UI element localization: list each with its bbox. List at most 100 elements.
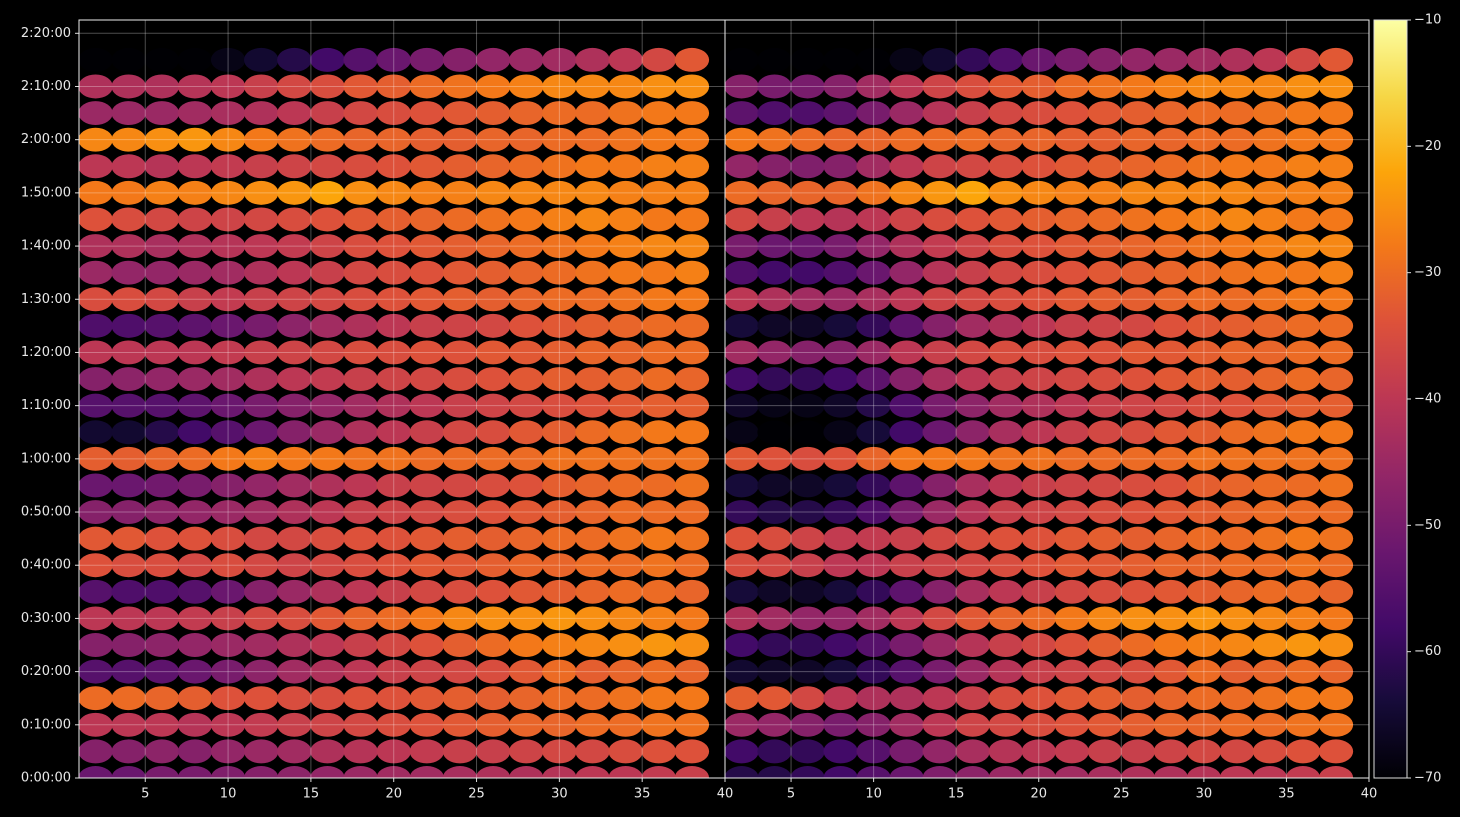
- heatmap-cell: [376, 553, 411, 578]
- heatmap-cell: [542, 207, 577, 232]
- heatmap-cell: [542, 500, 577, 525]
- heatmap-cell: [542, 180, 577, 205]
- heatmap-cell: [1087, 367, 1122, 392]
- heatmap-cell: [243, 473, 279, 498]
- heatmap-cell: [376, 101, 411, 126]
- heatmap-cell: [608, 154, 643, 179]
- heatmap-cell: [575, 287, 610, 312]
- heatmap-cell: [1219, 659, 1255, 684]
- heatmap-cell: [277, 393, 312, 418]
- heatmap-cell: [1186, 234, 1222, 259]
- heatmap-cell: [79, 686, 113, 711]
- x-tick-label: 5: [141, 787, 149, 802]
- heatmap-cell: [243, 766, 279, 778]
- heatmap-cell: [177, 234, 213, 259]
- heatmap-cell: [1153, 500, 1189, 525]
- heatmap-cell: [310, 473, 345, 498]
- heatmap-cell: [1252, 606, 1288, 631]
- heatmap-cell: [409, 47, 445, 72]
- heatmap-cell: [856, 313, 891, 338]
- heatmap-cell: [79, 207, 113, 232]
- colorbar-tick-label: −70: [1414, 771, 1441, 786]
- heatmap-cell: [1285, 579, 1321, 604]
- heatmap-cell: [277, 766, 312, 778]
- heatmap-cell: [79, 260, 113, 285]
- heatmap-cell: [674, 287, 710, 312]
- y-tick-label: 2:00:00: [21, 132, 71, 147]
- heatmap-cell: [889, 420, 924, 445]
- heatmap-cell: [1186, 446, 1222, 471]
- heatmap-cell: [144, 313, 180, 338]
- heatmap-cell: [823, 659, 858, 684]
- heatmap-cell: [1318, 712, 1354, 737]
- heatmap-cell: [111, 340, 146, 365]
- heatmap-cell: [509, 127, 544, 152]
- heatmap-cell: [608, 313, 643, 338]
- heatmap-cell: [343, 686, 378, 711]
- colorbar-tick-label: −20: [1414, 139, 1441, 154]
- heatmap-cell: [243, 340, 279, 365]
- heatmap-cell: [376, 420, 411, 445]
- heatmap-cell: [988, 74, 1023, 99]
- heatmap-cell: [475, 633, 511, 657]
- colorbar-tick-label: −60: [1414, 644, 1441, 659]
- heatmap-cell: [1021, 420, 1056, 445]
- heatmap-cell: [988, 686, 1023, 711]
- heatmap-cell: [790, 473, 825, 498]
- heatmap-cell: [641, 420, 676, 445]
- heatmap-cell: [243, 207, 279, 232]
- heatmap-cell: [1318, 207, 1354, 232]
- heatmap-cell: [475, 367, 511, 392]
- heatmap-cell: [1285, 712, 1321, 737]
- heatmap-cell: [1186, 739, 1222, 764]
- heatmap-cell: [608, 712, 643, 737]
- heatmap-cell: [210, 180, 246, 205]
- y-tick-label: 0:00:00: [21, 771, 71, 786]
- heatmap-cell: [955, 712, 990, 737]
- heatmap-cell: [210, 712, 246, 737]
- heatmap-cell: [790, 313, 825, 338]
- heatmap-cell: [1186, 579, 1222, 604]
- heatmap-cell: [542, 526, 577, 551]
- heatmap-cell: [674, 739, 710, 764]
- heatmap-cell: [277, 313, 312, 338]
- heatmap-cell: [757, 180, 792, 205]
- heatmap-cell: [1252, 659, 1288, 684]
- heatmap-cell: [1285, 553, 1321, 578]
- heatmap-cell: [1021, 340, 1056, 365]
- heatmap-cell: [856, 579, 891, 604]
- heatmap-cell: [1054, 766, 1089, 778]
- heatmap-cell: [1252, 712, 1288, 737]
- heatmap-cell: [641, 766, 676, 778]
- heatmap-cell: [111, 420, 146, 445]
- heatmap-cell: [641, 473, 676, 498]
- heatmap-cell: [1087, 340, 1122, 365]
- heatmap-cell: [177, 766, 213, 778]
- heatmap-cell: [889, 313, 924, 338]
- heatmap-cell: [575, 207, 610, 232]
- heatmap-cell: [210, 367, 246, 392]
- heatmap-cell: [542, 234, 577, 259]
- heatmap-cell: [277, 420, 312, 445]
- heatmap-cell: [210, 766, 246, 778]
- heatmap-cell: [955, 766, 990, 778]
- heatmap-cell: [856, 101, 891, 126]
- heatmap-cell: [757, 313, 792, 338]
- heatmap-cell: [757, 420, 792, 445]
- heatmap-cell: [889, 287, 924, 312]
- heatmap-cell: [725, 127, 759, 152]
- heatmap-cell: [1120, 659, 1155, 684]
- heatmap-cell: [1153, 712, 1189, 737]
- heatmap-cell: [1219, 686, 1255, 711]
- heatmap-cell: [988, 260, 1023, 285]
- heatmap-cell: [1021, 180, 1056, 205]
- x-tick-label: 40: [1361, 787, 1378, 802]
- heatmap-cell: [790, 686, 825, 711]
- heatmap-cell: [955, 739, 990, 764]
- heatmap-cell: [177, 393, 213, 418]
- heatmap-cell: [409, 367, 445, 392]
- heatmap-cell: [343, 340, 378, 365]
- heatmap-cell: [725, 473, 759, 498]
- heatmap-cell: [79, 633, 113, 657]
- heatmap-cell: [1153, 287, 1189, 312]
